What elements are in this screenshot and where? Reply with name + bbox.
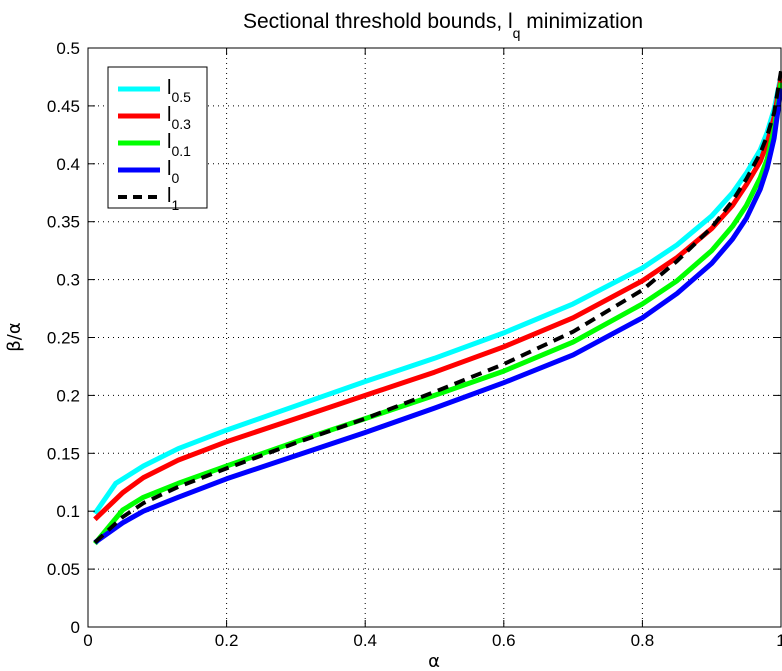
y-tick-label: 0 xyxy=(71,618,80,637)
x-tick-label: 1 xyxy=(776,631,782,650)
legend-label-name: l xyxy=(167,131,171,153)
y-tick-label: 0.15 xyxy=(47,444,80,463)
y-tick-label: 0.1 xyxy=(56,502,80,521)
y-axis-label: β/α xyxy=(4,322,25,351)
chart-title-suffix: minimization xyxy=(520,10,643,33)
legend-label-name: l xyxy=(167,77,171,99)
legend-label-subscript: 0.1 xyxy=(171,143,191,159)
x-tick-label: 0 xyxy=(83,631,92,650)
legend-label-subscript: 0.3 xyxy=(171,116,191,132)
ticks xyxy=(87,47,782,628)
x-tick-label: 0.6 xyxy=(492,631,516,650)
legend-label-name: l xyxy=(167,104,171,126)
y-tick-label: 0.45 xyxy=(47,97,80,116)
y-tick-label: 0.2 xyxy=(56,386,80,405)
y-tick-label: 0.35 xyxy=(47,213,80,232)
x-tick-label: 0.8 xyxy=(631,631,655,650)
series-line-2 xyxy=(93,77,782,522)
legend-label-2: l0.3 xyxy=(167,104,191,132)
x-axis-label: α xyxy=(428,651,440,671)
legend-label-3: l0.1 xyxy=(167,131,191,159)
x-tick-label: 0.2 xyxy=(215,631,239,650)
y-tick-label: 0.05 xyxy=(47,560,80,579)
y-tick-label: 0.5 xyxy=(56,39,80,58)
legend-label-name: l xyxy=(167,185,171,207)
series-line-3 xyxy=(92,82,782,546)
legend-label-subscript: 0.5 xyxy=(171,89,191,105)
x-tick-label: 0.4 xyxy=(353,631,377,650)
x-tick-labels: 0 0.2 0.4 0.6 0.8 1 xyxy=(83,631,782,650)
legend-label-4: l0 xyxy=(167,158,179,186)
legend-label-1: l0.5 xyxy=(167,77,191,105)
legend-label-name: l xyxy=(167,158,171,180)
y-tick-label: 0.3 xyxy=(56,271,80,290)
chart-title-main: Sectional threshold bounds, l xyxy=(243,10,513,33)
series-line-5 xyxy=(93,70,782,544)
y-tick-labels: 0 0.05 0.1 0.15 0.2 0.25 0.3 0.35 0.4 0.45 0.5 xyxy=(47,39,80,637)
chart-title: Sectional threshold bounds, lq minimizat… xyxy=(243,10,643,41)
legend-label-5: l1 xyxy=(167,185,179,213)
series-line-4 xyxy=(93,88,782,545)
series-line-1 xyxy=(92,75,782,515)
y-tick-label: 0.4 xyxy=(56,155,80,174)
y-tick-label: 0.25 xyxy=(47,329,80,348)
chart-title-subscript: q xyxy=(513,25,521,41)
legend-label-subscript: 0 xyxy=(171,170,179,186)
legend-label-subscript: 1 xyxy=(171,197,179,213)
series-group xyxy=(92,70,782,546)
